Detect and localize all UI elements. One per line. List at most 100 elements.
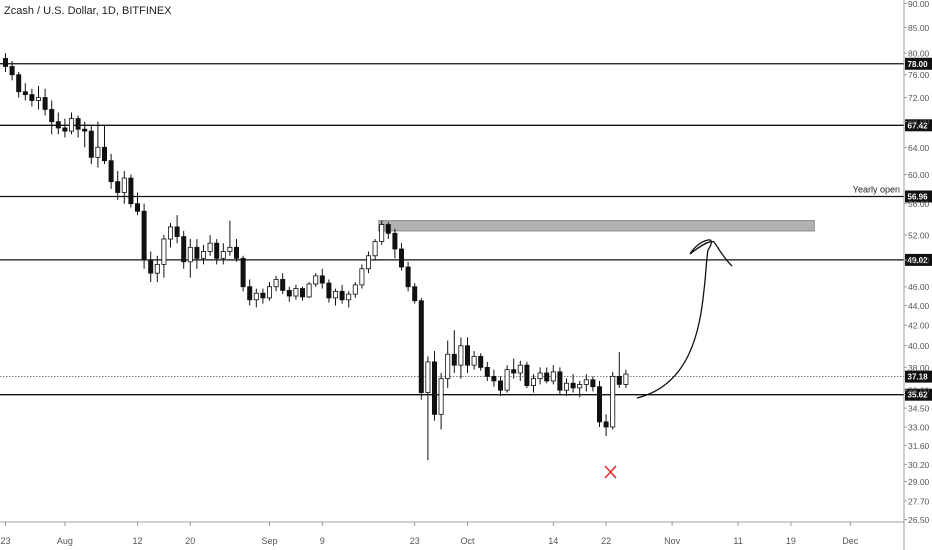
- candle-body: [445, 353, 451, 380]
- candle-body: [293, 288, 299, 297]
- price-tick-label: 64.00: [908, 143, 930, 153]
- candle-body: [108, 160, 114, 183]
- time-tick-label: 23: [410, 536, 420, 546]
- candle-body: [9, 66, 15, 76]
- candle-body: [392, 232, 398, 250]
- candle-body: [141, 210, 147, 261]
- candle-body: [451, 353, 457, 366]
- level-price-label: 49.02: [908, 256, 929, 265]
- candle-body: [29, 94, 35, 101]
- level-price-tag: [905, 57, 932, 70]
- time-tick-label: 11: [733, 536, 742, 546]
- candle-body: [537, 372, 543, 380]
- price-tick-label: 52.00: [908, 230, 930, 240]
- time-tick-label: 14: [548, 536, 558, 546]
- price-tick-label: 44.00: [908, 301, 930, 311]
- candle-body: [319, 275, 325, 284]
- candle-body: [220, 251, 226, 259]
- level-price-tag: [905, 119, 932, 132]
- candle-body: [577, 384, 583, 389]
- candle-body: [167, 226, 173, 240]
- price-tick-label: 38.00: [908, 363, 930, 373]
- price-tick-label: 26.50: [908, 515, 930, 525]
- candle-body: [240, 257, 246, 288]
- symbol-title: Zcash / U.S. Dollar, 1D, BITFINEX: [4, 5, 172, 17]
- candle-body: [102, 146, 108, 162]
- price-axis[interactable]: 26.50 27.70 29.00 30.20 31.60 33.00 34.50 36.00…: [903, 0, 930, 550]
- level-price-label: 56.96: [908, 192, 929, 201]
- candle-body: [121, 177, 127, 193]
- projection-arrow-path: [636, 239, 733, 399]
- candle-body: [398, 248, 404, 268]
- candle-body: [332, 290, 338, 299]
- candle-body: [260, 292, 266, 299]
- candle-body: [405, 266, 411, 288]
- candle-body: [511, 369, 517, 374]
- candle-body: [570, 382, 576, 389]
- candle-body: [346, 293, 352, 301]
- candle-body: [69, 118, 75, 132]
- candle-body: [385, 224, 391, 234]
- candle-body: [95, 146, 101, 158]
- time-tick-label: 20: [185, 536, 195, 546]
- candle-body: [425, 361, 431, 393]
- candle-body: [22, 91, 28, 96]
- price-tick-label: 85.00: [908, 23, 930, 33]
- price-tick-label: 29.00: [908, 477, 930, 487]
- time-axis[interactable]: 23 Aug 12 20 Sep 9 23 Oct 14 22 Nov 11 19 Dec: [0, 521, 904, 546]
- candle-body: [200, 251, 206, 259]
- price-tick-label: 36.00: [908, 386, 930, 396]
- level-price-label: 67.42: [908, 121, 929, 130]
- candle-body: [610, 375, 616, 428]
- candle-body: [544, 372, 550, 382]
- candle-body: [379, 224, 385, 242]
- candle-body: [471, 356, 477, 366]
- level-price-tag: [905, 370, 932, 383]
- candle-body: [491, 375, 497, 382]
- candle-body: [306, 283, 312, 298]
- level-price-tag: [905, 388, 932, 401]
- candle-body: [207, 242, 213, 252]
- candle-body: [564, 382, 570, 391]
- candle-body: [16, 74, 22, 93]
- candle-body: [590, 379, 596, 388]
- candle-body: [75, 118, 81, 130]
- candle-body: [266, 286, 272, 299]
- candle-body: [194, 246, 200, 259]
- price-tick-label: 76.00: [908, 70, 930, 80]
- price-tick-label: 40.00: [908, 341, 930, 351]
- level-price-tag: [905, 190, 932, 203]
- candle-body: [524, 364, 530, 386]
- candle-body: [597, 386, 603, 423]
- candle-body: [517, 364, 523, 374]
- resistance-zone: [378, 220, 815, 232]
- candle-body: [233, 246, 239, 259]
- price-tick-label: 46.00: [908, 282, 930, 292]
- candle-body: [49, 109, 55, 123]
- price-tick-label: 31.60: [908, 441, 930, 451]
- candle-body: [36, 97, 42, 101]
- level-price-tag: [905, 253, 932, 266]
- candle-body: [181, 236, 187, 263]
- candle-body: [352, 284, 358, 295]
- level-price-label: 78.00: [908, 60, 929, 69]
- candle-body: [174, 226, 180, 237]
- candle-body: [623, 373, 629, 385]
- cross-icon: [604, 465, 617, 479]
- candle-body: [583, 379, 589, 385]
- candle-body: [431, 361, 437, 415]
- candle-body: [365, 255, 371, 270]
- candle-body: [359, 268, 365, 286]
- candle-body: [247, 286, 253, 301]
- level-text-label: Yearly open: [853, 184, 900, 194]
- candle-body: [418, 300, 424, 393]
- candle-body: [313, 275, 319, 285]
- price-tick-label: 30.20: [908, 460, 930, 470]
- price-tick-label: 33.00: [908, 422, 930, 432]
- candle-body: [478, 356, 484, 368]
- candle-body: [484, 366, 490, 377]
- level-price-label: 35.62: [908, 391, 929, 400]
- candle-body: [286, 290, 292, 297]
